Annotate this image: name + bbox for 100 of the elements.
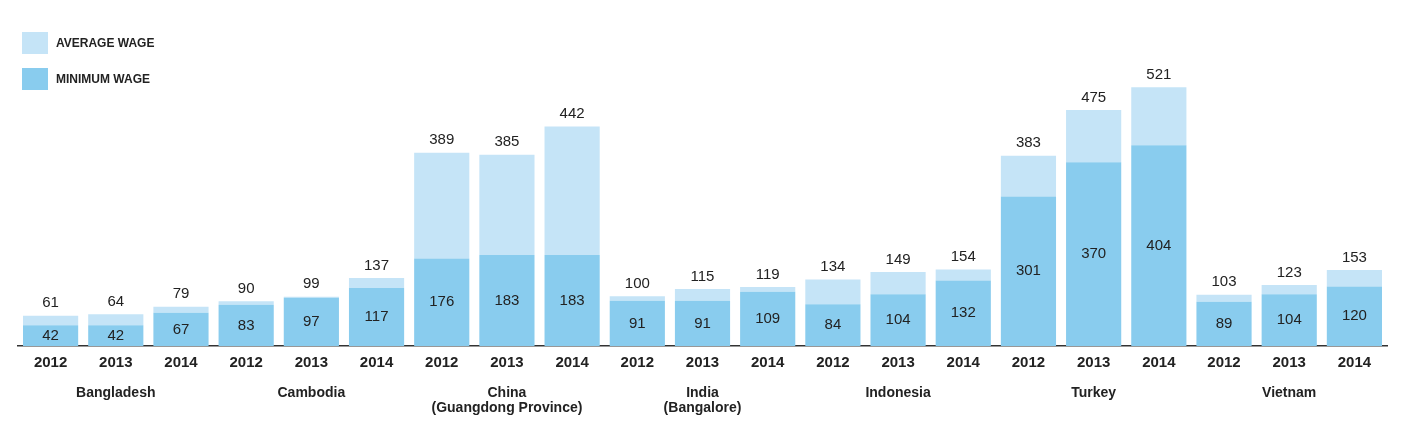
bar (218, 301, 274, 305)
x-tick-label: 2012 (1207, 353, 1241, 371)
bar (479, 154, 535, 256)
data-label: 183 (559, 290, 585, 308)
total-label: 79 (172, 284, 190, 302)
data-label: 117 (364, 307, 389, 325)
data-label: 91 (628, 313, 646, 331)
text: Indonesia (865, 383, 931, 400)
total-label: 385 (494, 132, 520, 150)
text: Cambodia (277, 383, 346, 400)
x-tick-label: 2012 (229, 353, 263, 371)
text: India (Bangalore) (663, 383, 742, 415)
data-label: 42 (42, 325, 59, 343)
bar (283, 297, 339, 346)
data-label: 83 (237, 315, 255, 333)
bar (348, 287, 405, 346)
x-tick-label: 2014 (1142, 353, 1177, 371)
text: Vietnam (1262, 383, 1317, 400)
data-label: 109 (755, 309, 781, 327)
bar (740, 286, 796, 292)
bar (23, 325, 79, 346)
bar (1261, 294, 1317, 346)
total-label: 383 (1015, 133, 1041, 151)
data-label: 183 (494, 290, 520, 308)
bar (348, 277, 405, 288)
bar (674, 300, 731, 346)
bar (1196, 301, 1252, 346)
total-label: 61 (42, 293, 59, 311)
bar (414, 152, 470, 259)
x-tick-label: 2014 (1337, 353, 1372, 371)
legend-label: MINIMUM WAGE (56, 72, 150, 86)
total-label: 123 (1276, 262, 1302, 280)
total-label: 153 (1341, 247, 1367, 265)
x-tick-label: 2014 (555, 353, 590, 371)
text: Bangladesh (76, 383, 156, 400)
total-label: 475 (1081, 87, 1107, 105)
bar (805, 279, 861, 305)
bar (88, 314, 144, 326)
total-label: 521 (1146, 64, 1172, 82)
total-label: 154 (950, 247, 976, 265)
data-label: 91 (694, 313, 711, 331)
total-label: 149 (885, 249, 911, 267)
data-label: 176 (429, 292, 455, 310)
x-tick-label: 2013 (294, 353, 329, 371)
data-label: 67 (172, 319, 190, 337)
bar (23, 315, 79, 326)
x-tick-label: 2012 (816, 353, 850, 371)
bar (609, 296, 665, 301)
data-label: 84 (824, 315, 842, 333)
bar (1131, 145, 1187, 346)
bar (1066, 162, 1122, 346)
bar (479, 255, 535, 346)
total-label: 119 (755, 264, 780, 282)
total-label: 99 (303, 274, 320, 292)
x-tick-label: 2013 (1272, 353, 1306, 371)
x-tick-label: 2013 (881, 353, 915, 371)
x-tick-label: 2014 (359, 353, 394, 371)
bar (1131, 87, 1187, 146)
bar (935, 280, 991, 346)
x-tick-label: 2014 (164, 353, 199, 371)
total-label: 134 (820, 257, 846, 275)
total-label: 100 (624, 273, 650, 291)
x-tick-label: 2012 (425, 353, 459, 371)
bar (870, 294, 926, 346)
x-tick-label: 2013 (99, 353, 133, 371)
data-label: 89 (1215, 314, 1233, 332)
bar (1326, 270, 1382, 287)
bar (805, 304, 861, 346)
total-label: 90 (237, 278, 255, 296)
bar (414, 258, 470, 346)
bar (1066, 110, 1122, 163)
bar (870, 272, 926, 295)
data-label: 120 (1341, 306, 1367, 324)
x-tick-label: 2013 (1076, 353, 1111, 371)
x-tick-label: 2012 (1011, 353, 1046, 371)
x-tick-label: 2013 (685, 353, 720, 371)
data-label: 301 (1015, 261, 1041, 279)
total-label: 115 (690, 266, 715, 284)
x-tick-label: 2014 (946, 353, 981, 371)
bar (88, 325, 144, 346)
text: China (Guangdong Province) (431, 383, 583, 415)
bar (544, 126, 600, 256)
x-tick-label: 2012 (620, 353, 654, 371)
total-label: 64 (107, 291, 125, 309)
bar (609, 300, 665, 346)
bar (1261, 284, 1317, 295)
total-label: 442 (559, 104, 585, 122)
data-label: 42 (107, 325, 125, 343)
data-label: 370 (1081, 244, 1107, 262)
bar (674, 288, 731, 301)
x-tick-label: 2012 (33, 353, 68, 371)
total-label: 389 (429, 130, 455, 148)
data-label: 132 (950, 303, 976, 321)
bar (218, 304, 274, 346)
data-label: 104 (885, 310, 911, 328)
data-label: 104 (1276, 310, 1302, 328)
bar (935, 269, 991, 281)
bar (1196, 294, 1252, 302)
total-label: 103 (1211, 272, 1237, 290)
x-tick-label: 2013 (490, 353, 524, 371)
